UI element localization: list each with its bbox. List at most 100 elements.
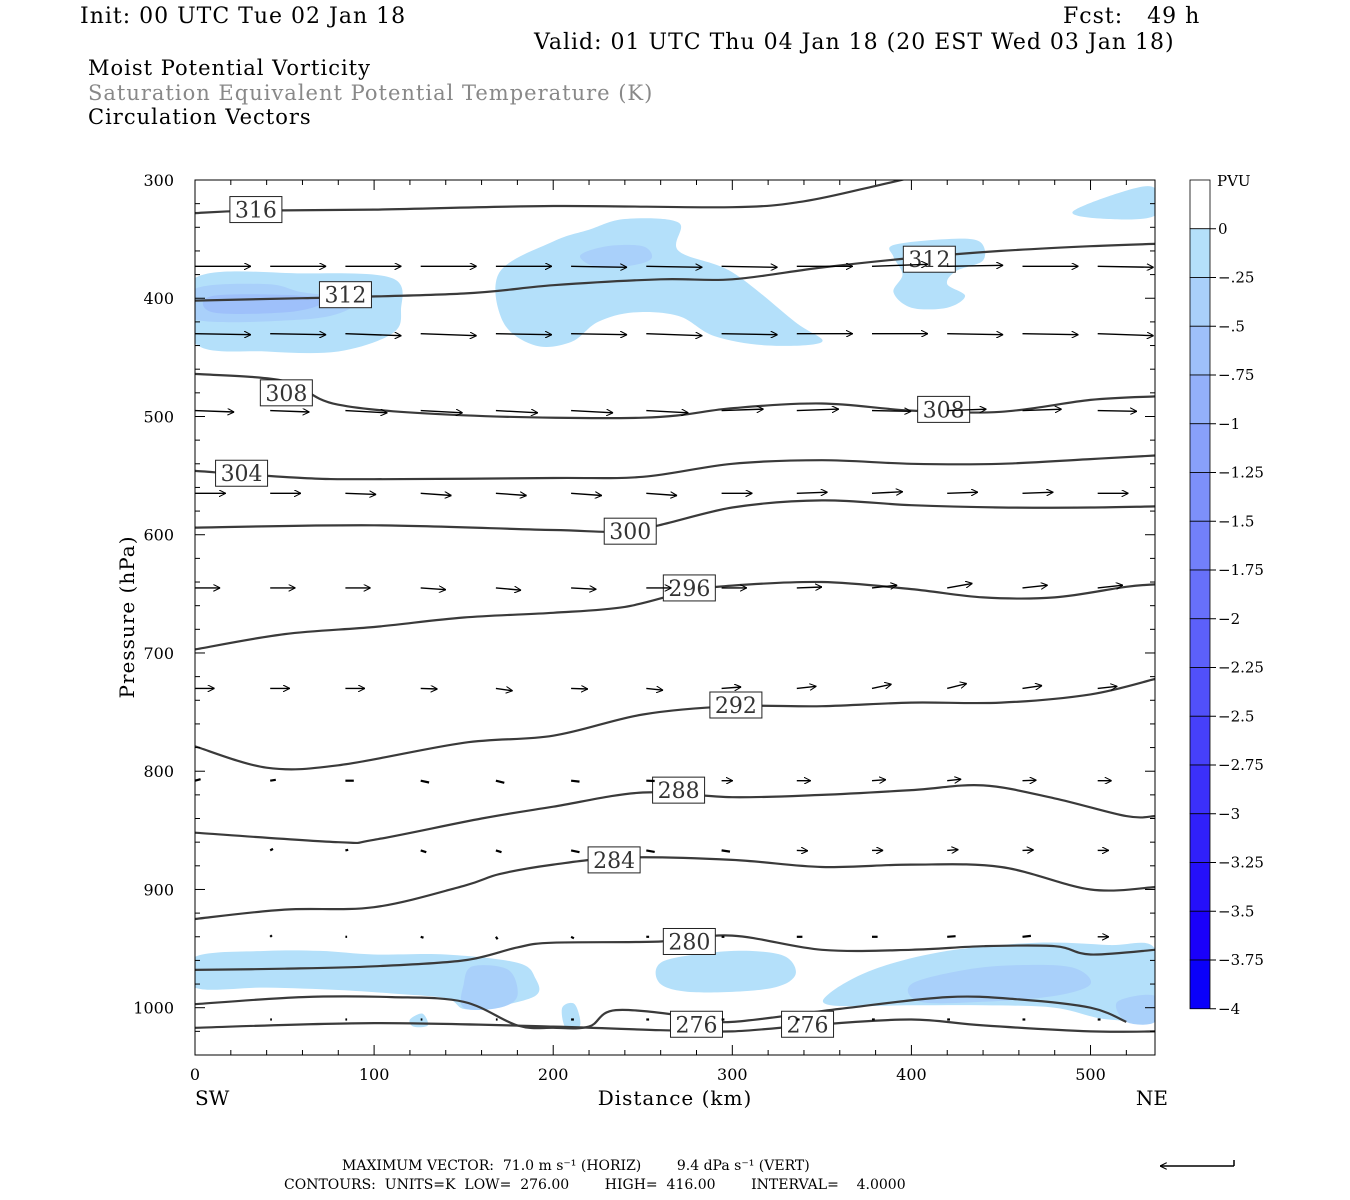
- contour-label-box: [662, 574, 716, 602]
- circulation-vector: [947, 779, 961, 781]
- circulation-vector: [1022, 934, 1032, 938]
- circulation-vector: [495, 334, 552, 335]
- circulation-vector: [1097, 266, 1154, 267]
- circulation-vector: [1097, 411, 1137, 412]
- contour-label-box: [259, 379, 313, 407]
- circulation-vector: [269, 934, 273, 938]
- circulation-vector: [570, 935, 575, 940]
- contour-line-300-4: [195, 499, 1155, 533]
- circulation-vector: [871, 585, 897, 588]
- circulation-vector: [345, 334, 401, 336]
- circulation-vector: [646, 493, 677, 495]
- circulation-vector: [571, 266, 627, 267]
- circulation-vector: [1022, 585, 1048, 588]
- x-axis-label: Distance (km): [598, 1086, 753, 1110]
- circulation-vector: [1022, 686, 1043, 689]
- contour-label: 312: [908, 248, 950, 273]
- x-end-label-right: NE: [1136, 1086, 1168, 1110]
- contour-label: 312: [324, 284, 366, 309]
- colorbar-label: −2.5: [1218, 707, 1254, 725]
- pv-region-9: [655, 950, 796, 993]
- forecast-hour: Fcst: 49 h: [1063, 4, 1201, 29]
- pv-region-14: [409, 1013, 429, 1028]
- circulation-vector: [947, 935, 956, 938]
- circulation-vector: [646, 849, 655, 853]
- y-tick-label: 700: [143, 644, 174, 663]
- circulation-vector: [571, 411, 613, 413]
- circulation-vector: [947, 265, 1003, 266]
- circulation-vector: [495, 493, 527, 495]
- circulation-vector: [947, 492, 978, 493]
- circulation-vector: [345, 493, 376, 494]
- valid-time: Valid: 01 UTC Thu 04 Jan 18 (20 EST Wed …: [534, 30, 1175, 55]
- circulation-vector: [947, 850, 958, 851]
- contour-label: 288: [658, 779, 700, 804]
- circulation-vector: [495, 936, 499, 940]
- circulation-vector: [871, 780, 886, 781]
- contour-label-box: [229, 196, 283, 224]
- circulation-vector: [420, 493, 452, 495]
- circulation-vectors: [194, 264, 1154, 1021]
- x-tick-label: 100: [359, 1065, 390, 1084]
- circulation-vector: [270, 334, 326, 335]
- contour-label: 280: [668, 930, 710, 955]
- colorbar-label: −1: [1218, 415, 1240, 433]
- circulation-vector: [947, 334, 1003, 335]
- pv-region-8: [460, 965, 518, 1010]
- colorbar-swatch: [1189, 228, 1211, 278]
- colorbar-swatch: [1189, 520, 1211, 571]
- circulation-vector: [571, 688, 588, 689]
- contour-line-276-10: [195, 995, 1127, 1030]
- colorbar-swatch: [1189, 959, 1211, 1010]
- contour-label: 296: [668, 577, 710, 602]
- max-vector-note: MAXIMUM VECTOR: 71.0 m s⁻¹ (HORIZ) 9.4 d…: [342, 1158, 810, 1174]
- circulation-vector: [646, 334, 702, 336]
- circulation-vector: [495, 849, 502, 854]
- circulation-vector: [570, 779, 580, 783]
- circulation-vector: [270, 411, 309, 412]
- reference-vector: [1160, 1160, 1235, 1166]
- circulation-vector: [194, 411, 234, 412]
- contour-label-box: [603, 517, 657, 545]
- colorbar-label: −4: [1218, 1000, 1240, 1018]
- circulation-vector: [194, 334, 251, 335]
- init-time: Init: 00 UTC Tue 02 Jan 18: [80, 4, 407, 29]
- pv-region-6: [1072, 186, 1155, 220]
- pv-region-12: [1115, 994, 1155, 1025]
- colorbar-swatch: [1189, 910, 1211, 961]
- colorbar-swatch: [1189, 813, 1211, 863]
- circulation-vector: [1097, 686, 1118, 688]
- contour-line-308-2: [195, 372, 1155, 420]
- contour-line-276-11: [195, 1018, 1155, 1033]
- y-tick-label: 800: [143, 762, 174, 781]
- circulation-vector: [270, 778, 276, 782]
- colorbar-label: −.25: [1218, 269, 1254, 287]
- contour-line-304-3: [195, 454, 1155, 481]
- colorbar-swatch: [1189, 325, 1211, 376]
- circulation-vector: [871, 684, 892, 688]
- colorbar-swatch: [1189, 862, 1211, 912]
- circulation-vector: [420, 411, 463, 413]
- y-tick-label: 500: [143, 407, 174, 426]
- contour-label-box: [215, 459, 269, 487]
- y-tick-label: 400: [143, 289, 174, 308]
- circulation-vector: [721, 409, 764, 411]
- circulation-vector: [269, 847, 274, 852]
- colorbar-swatch: [1189, 472, 1211, 522]
- contour-line-312-1: [195, 242, 1155, 302]
- circulation-vector: [1022, 409, 1062, 410]
- circulation-vector: [646, 688, 663, 690]
- colorbar-swatch: [1189, 277, 1211, 327]
- circulation-vector: [1097, 585, 1123, 588]
- circulation-vector: [194, 778, 201, 782]
- y-tick-label: 1000: [133, 999, 174, 1018]
- colorbar-label: −3.5: [1218, 902, 1254, 920]
- circulation-vector: [721, 687, 742, 688]
- contour-label-box: [652, 776, 706, 804]
- y-tick-label: 900: [143, 880, 174, 899]
- pv-region-7: [195, 950, 540, 1010]
- colorbar-label: −3.75: [1218, 951, 1264, 969]
- circulation-vector: [420, 334, 477, 336]
- contour-label-box: [781, 1010, 835, 1038]
